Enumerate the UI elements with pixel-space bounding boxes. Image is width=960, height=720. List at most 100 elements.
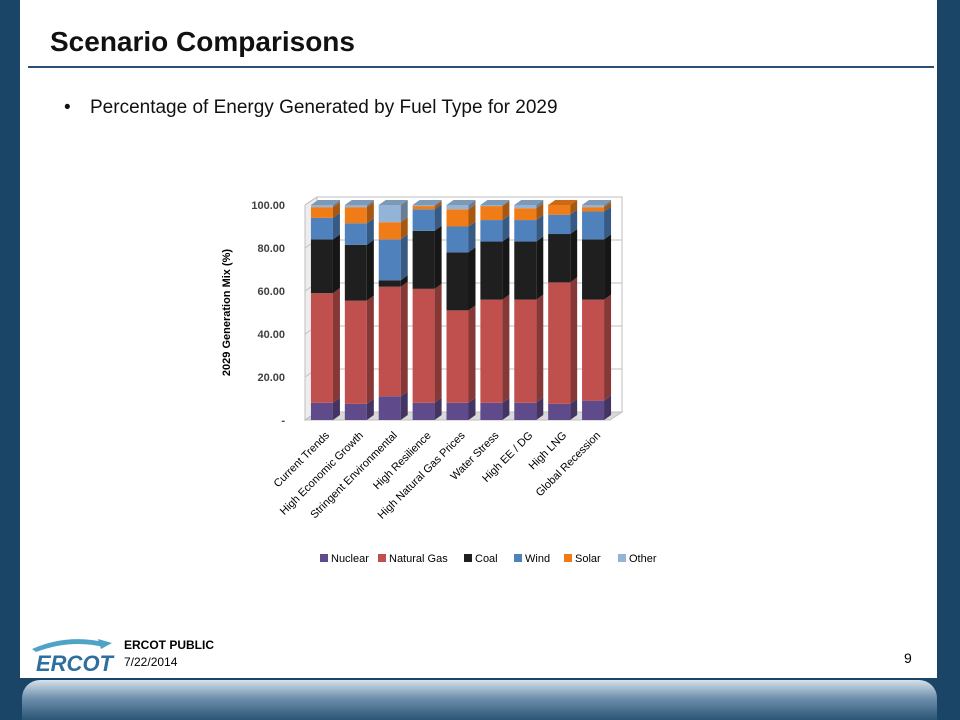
bar-side-coal [366,239,374,301]
bar-side-coal [536,236,544,300]
bar-side-solar [468,204,476,227]
bar-side-coal [332,234,340,294]
slide-title: Scenario Comparisons [50,26,355,57]
bar-side-wind [570,209,578,235]
logo-text: ERCOT [36,651,115,675]
bar-nuclear [480,402,503,420]
slide: Scenario Comparisons • Percentage of Ener… [20,0,937,678]
bar-natural-gas [378,286,401,397]
bar-wind [378,239,401,281]
gridline-side [304,196,318,206]
bar-side-nuclear [570,398,578,420]
bar-solar [344,207,367,224]
bar-natural-gas [548,282,571,404]
y-tick-label: 40.00 [257,329,285,341]
bar-side-natural-gas [604,294,612,401]
bar-side-nuclear [400,391,408,420]
bar-solar [378,222,401,240]
y-tick-label: - [281,415,285,427]
bar-side-nuclear [366,398,374,420]
bar-side-solar [434,201,442,210]
legend-entry: Solar [575,553,601,565]
bar-side-nuclear [434,397,442,420]
page-number: 9 [904,650,912,666]
bar-side-wind [604,206,612,240]
bar-side-nuclear [468,397,476,420]
bar-natural-gas [582,299,605,401]
bullet-text: Percentage of Energy Generated by Fuel T… [90,97,558,118]
bar-side-solar [400,217,408,240]
bar-other [378,205,401,223]
y-axis-title: 2029 Generation Mix (%) [221,249,233,376]
bar-top [344,200,374,205]
legend-entry: Wind [525,553,550,565]
bar-side-other [536,200,544,209]
bar-other [446,205,469,210]
bar-side-coal [502,236,510,300]
bar-top [446,200,476,205]
legend-swatch [564,554,572,562]
bar-wind [310,217,333,240]
bar-wind [412,209,435,231]
bar-top [514,200,544,205]
bar-side-wind [536,215,544,242]
bar-other [310,205,333,208]
bar-natural-gas [514,299,537,403]
bar-top [412,200,442,205]
bar-side-other [604,200,612,208]
bar-side-nuclear [604,395,612,420]
bar-natural-gas [310,293,333,403]
bar-nuclear [412,402,435,420]
bar-nuclear [582,400,605,420]
bar-nuclear [548,403,571,420]
bar-side-natural-gas [536,294,544,403]
bar-side-natural-gas [570,277,578,404]
bar-other [514,205,537,209]
legend-swatch [378,554,386,562]
bar-side-natural-gas [332,288,340,403]
legend-entry: Other [629,553,657,565]
bullet-item: • Percentage of Energy Generated by Fuel … [64,97,558,119]
bar-side-other [468,200,476,210]
title-divider [28,66,934,68]
bar-coal [582,239,605,300]
footer-label: ERCOT PUBLIC [124,638,214,652]
bar-solar [446,209,469,227]
legend-entry: Natural Gas [389,553,448,565]
bar-coal [514,241,537,300]
bar-side-wind [468,221,476,253]
bar-side-other [332,200,340,208]
bar-natural-gas [446,310,469,403]
bar-natural-gas [344,300,367,404]
bar-solar [514,208,537,221]
bar-side-other [434,200,442,207]
bar-side-solar [536,203,544,221]
bar-natural-gas [480,299,503,403]
bar-wind [480,220,503,242]
bar-wind [344,223,367,245]
bar-nuclear [310,402,333,420]
bar-side-wind [400,234,408,281]
bar-other [480,205,503,207]
bar-wind [582,211,605,240]
legend-swatch [618,554,626,562]
bar-solar [310,207,333,218]
bar-side-solar [570,200,578,215]
bar-top [582,200,612,205]
bar-coal [344,244,367,301]
footer-date: 7/22/2014 [124,655,178,669]
bar-other [344,205,367,208]
bar-coal [446,252,469,311]
legend-swatch [514,554,522,562]
legend-entry: Nuclear [331,553,369,565]
category-label: High Resilience [371,430,434,493]
bar-side-natural-gas [468,305,476,403]
bar-side-coal [570,229,578,283]
bar-side-other [366,200,374,208]
bar-side-solar [366,202,374,224]
bar-side-wind [332,212,340,240]
bar-other [412,205,435,207]
bar-side-wind [502,215,510,242]
bar-side-coal [400,275,408,287]
bullet-marker: • [64,97,71,118]
